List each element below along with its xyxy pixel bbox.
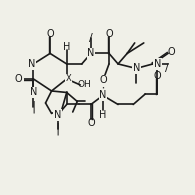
Text: N: N [154, 59, 161, 69]
Text: O: O [14, 74, 22, 84]
Text: X: X [65, 74, 71, 83]
Text: O: O [153, 71, 161, 81]
Text: N: N [99, 90, 107, 100]
Text: N: N [133, 63, 140, 74]
Text: /: / [165, 63, 168, 74]
Text: O: O [87, 118, 95, 128]
Text: O: O [105, 29, 113, 39]
Text: |: | [56, 122, 60, 135]
Text: /: / [89, 33, 93, 43]
Text: H: H [63, 43, 70, 52]
Text: N: N [30, 88, 37, 98]
Text: O: O [99, 75, 107, 85]
Text: N: N [28, 59, 36, 69]
Text: O: O [167, 47, 175, 57]
Text: H: H [99, 110, 107, 120]
Text: OH: OH [77, 81, 91, 90]
Text: O: O [46, 29, 54, 39]
Text: |: | [31, 101, 35, 114]
Text: N: N [54, 110, 61, 120]
Text: N: N [87, 48, 95, 58]
